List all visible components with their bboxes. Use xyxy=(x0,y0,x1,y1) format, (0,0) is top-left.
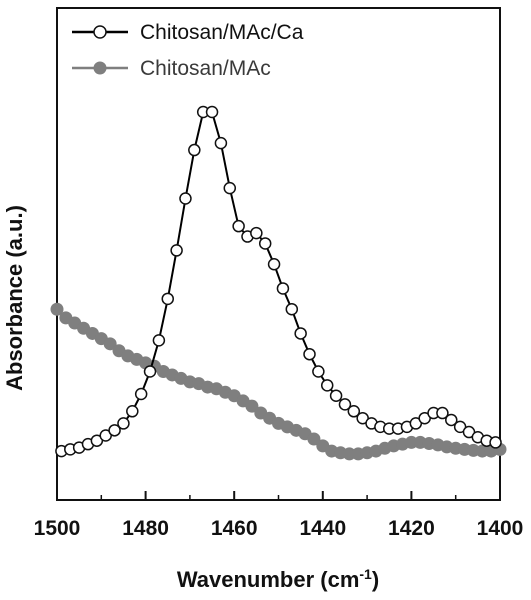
data-point xyxy=(205,105,219,119)
data-point xyxy=(134,387,148,401)
data-point xyxy=(108,424,121,437)
data-point xyxy=(126,405,139,418)
data-point xyxy=(117,417,130,430)
data-point xyxy=(489,436,502,449)
data-point xyxy=(267,257,281,271)
data-point xyxy=(103,337,117,351)
data-point xyxy=(258,237,272,250)
data-point xyxy=(307,432,321,446)
series-line-0 xyxy=(61,111,496,453)
data-point xyxy=(320,379,334,392)
data-point xyxy=(143,365,157,378)
data-point xyxy=(223,181,237,195)
data-point xyxy=(436,406,449,420)
data-point xyxy=(245,399,259,413)
data-point xyxy=(445,413,458,427)
data-point xyxy=(276,282,290,295)
data-point xyxy=(250,226,263,240)
data-point xyxy=(214,136,228,150)
x-tick-label: 1460 xyxy=(211,517,258,540)
data-point xyxy=(329,389,343,402)
data-point xyxy=(232,219,245,233)
legend-label: Chitosan/MAc xyxy=(140,57,271,80)
data-point xyxy=(303,347,316,361)
data-point xyxy=(294,327,307,340)
x-tick-label: 1440 xyxy=(299,517,346,540)
series-line-1 xyxy=(56,308,501,456)
y-axis-title: Absorbance (a.u.) xyxy=(2,205,27,391)
x-tick-label: 1480 xyxy=(122,517,169,540)
data-point xyxy=(338,398,352,411)
x-tick-label: 1500 xyxy=(34,517,81,540)
data-point xyxy=(152,334,166,347)
data-point xyxy=(285,302,299,316)
legend-marker xyxy=(93,25,107,39)
legend-marker xyxy=(93,61,107,75)
data-point xyxy=(161,292,174,306)
data-point xyxy=(312,365,325,378)
data-point xyxy=(188,143,201,157)
data-point xyxy=(347,405,361,418)
x-tick-label: 1420 xyxy=(388,517,435,540)
x-tick-label: 1400 xyxy=(477,517,524,540)
x-axis-title: Wavenumber (cm-1) xyxy=(177,566,379,592)
data-point xyxy=(170,244,183,257)
data-point xyxy=(179,192,192,205)
legend-label: Chitosan/MAc/Ca xyxy=(140,21,304,44)
data-point xyxy=(50,302,64,316)
